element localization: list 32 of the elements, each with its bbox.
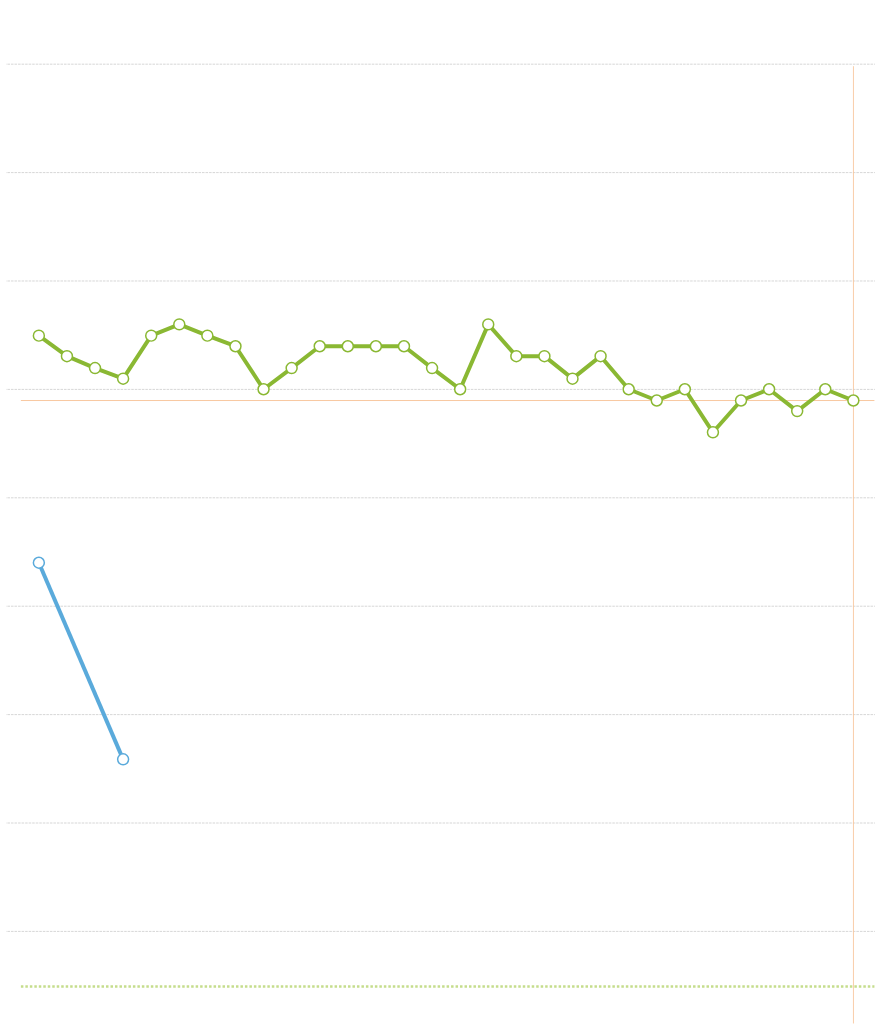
point xyxy=(229,340,242,353)
point xyxy=(201,329,214,342)
point xyxy=(173,318,186,331)
point xyxy=(650,394,664,407)
point xyxy=(847,394,860,407)
point xyxy=(369,340,383,353)
point xyxy=(594,349,607,363)
point xyxy=(678,383,692,396)
point xyxy=(791,404,804,418)
point xyxy=(117,753,130,766)
point xyxy=(145,329,158,342)
point xyxy=(257,383,270,396)
point xyxy=(117,372,130,385)
point xyxy=(819,383,832,396)
point xyxy=(734,394,748,407)
point xyxy=(341,340,355,353)
point xyxy=(538,349,551,363)
point xyxy=(397,340,411,353)
point xyxy=(426,361,439,375)
point xyxy=(763,383,776,396)
point xyxy=(32,556,46,569)
point xyxy=(285,361,299,375)
point xyxy=(566,372,579,385)
point xyxy=(510,349,523,363)
point xyxy=(60,349,74,363)
point xyxy=(32,329,46,342)
point xyxy=(706,426,720,439)
point xyxy=(88,361,102,375)
point xyxy=(622,383,636,396)
point xyxy=(454,383,467,396)
point xyxy=(313,340,327,353)
point xyxy=(482,318,495,331)
